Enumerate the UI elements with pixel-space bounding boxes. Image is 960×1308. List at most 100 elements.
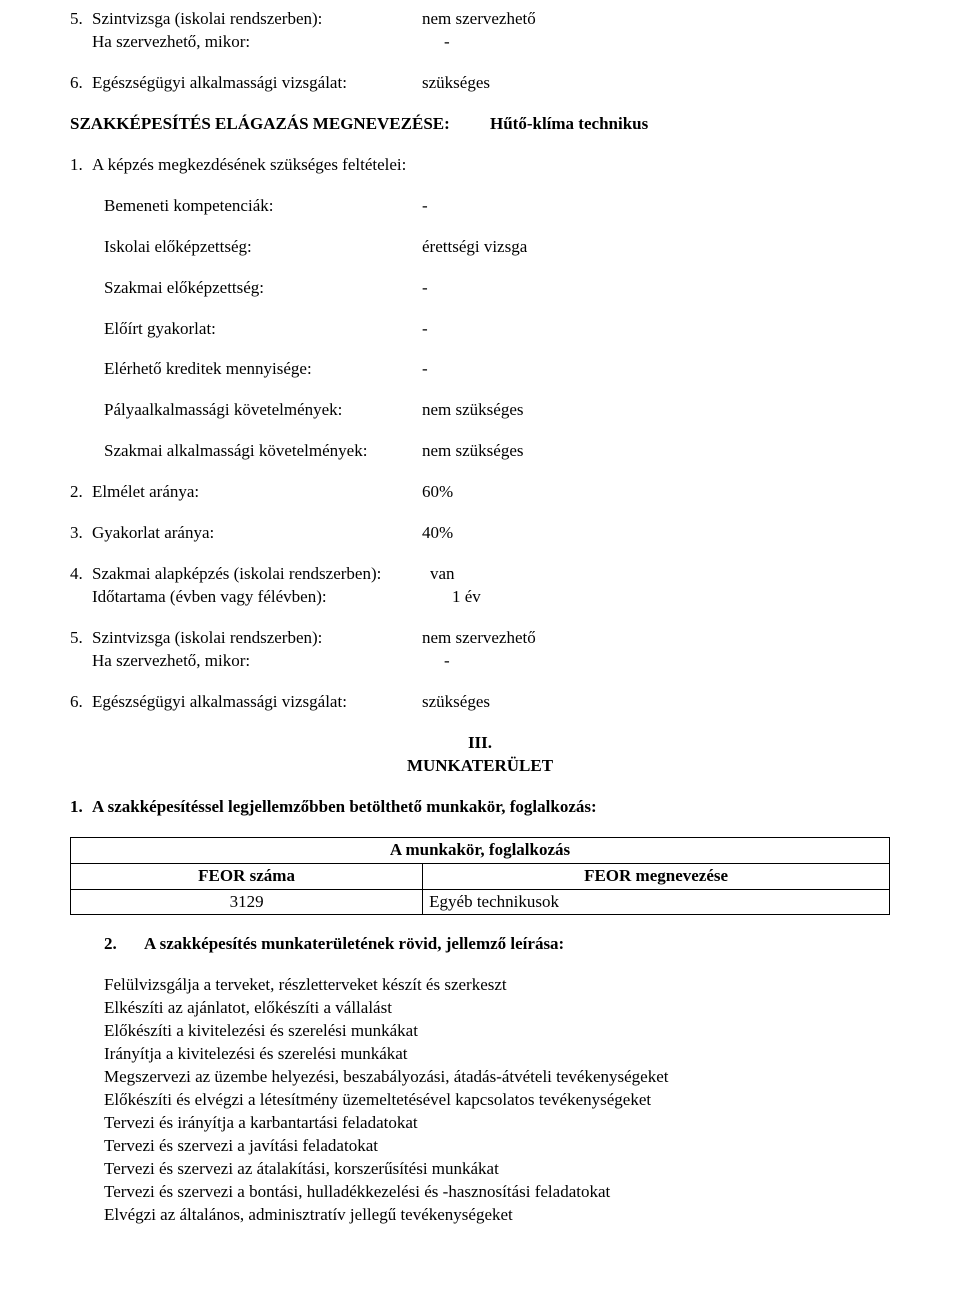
item-6-value: szükséges [422, 72, 490, 95]
item-2-value: 60% [422, 481, 453, 504]
item-1-text: A képzés megkezdésének szükséges feltéte… [92, 155, 406, 174]
mk-1-text: A szakképesítéssel legjellemzőbben betöl… [92, 797, 597, 816]
item-3-text: Gyakorlat aránya: [92, 523, 214, 542]
item-4-sub: Időtartama (évben vagy félévben): 1 év [70, 586, 890, 609]
item-3: 3.Gyakorlat aránya: 40% [70, 522, 890, 545]
req-palya-value: nem szükséges [422, 399, 524, 422]
req-szakmai-label: Szakmai előképzettség: [104, 277, 422, 300]
item-5b-text: Szintvizsga (iskolai rendszerben): [92, 628, 322, 647]
document-page: 5.Szintvizsga (iskolai rendszerben): nem… [0, 0, 960, 1308]
item-5-label: 5.Szintvizsga (iskolai rendszerben): [70, 8, 422, 31]
item-5b-sub: Ha szervezhető, mikor: - [70, 650, 890, 673]
item-5b-num: 5. [70, 627, 92, 650]
requirements-block: Bemeneti kompetenciák: - Iskolai előképz… [70, 195, 890, 464]
desc-line: Tervezi és szervezi az átalakítási, kors… [104, 1158, 890, 1181]
item-1-label: 1.A képzés megkezdésének szükséges felté… [70, 154, 406, 177]
item-3-value: 40% [422, 522, 453, 545]
item-5b: 5.Szintvizsga (iskolai rendszerben): nem… [70, 627, 890, 650]
item-3-num: 3. [70, 522, 92, 545]
feor-table: A munkakör, foglalkozás FEOR száma FEOR … [70, 837, 890, 916]
desc-line: Tervezi és irányítja a karbantartási fel… [104, 1112, 890, 1135]
item-6b-num: 6. [70, 691, 92, 714]
mk-1-label: 1.A szakképesítéssel legjellemzőbben bet… [70, 796, 597, 819]
item-6-text: Egészségügyi alkalmassági vizsgálat: [92, 73, 347, 92]
desc-line: Felülvizsgálja a terveket, részlettervek… [104, 974, 890, 997]
item-6b-value: szükséges [422, 691, 490, 714]
mk-1-num: 1. [70, 796, 92, 819]
item-5-value: nem szervezhető [422, 8, 536, 31]
item-2: 2.Elmélet aránya: 60% [70, 481, 890, 504]
req-kredit: Elérhető kreditek mennyisége: - [104, 358, 890, 381]
item-3-label: 3.Gyakorlat aránya: [70, 522, 422, 545]
item-5: 5.Szintvizsga (iskolai rendszerben): nem… [70, 8, 890, 31]
mk-2: 2.A szakképesítés munkaterületének rövid… [70, 933, 890, 956]
feor-col1-header: FEOR száma [71, 863, 423, 889]
req-iskolai-label: Iskolai előképzettség: [104, 236, 422, 259]
feor-number: 3129 [71, 889, 423, 915]
req-eloirt-label: Előírt gyakorlat: [104, 318, 422, 341]
mk-2-num: 2. [104, 933, 144, 956]
table-row: 3129 Egyéb technikusok [71, 889, 890, 915]
mk-2-text: A szakképesítés munkaterületének rövid, … [144, 934, 564, 953]
desc-line: Megszervezi az üzembe helyezési, beszabá… [104, 1066, 890, 1089]
mk-2-label: 2.A szakképesítés munkaterületének rövid… [104, 933, 564, 956]
mk-1: 1.A szakképesítéssel legjellemzőbben bet… [70, 796, 890, 819]
item-1: 1.A képzés megkezdésének szükséges felté… [70, 154, 890, 177]
req-szakalk-value: nem szükséges [422, 440, 524, 463]
item-4-value: van [430, 563, 455, 586]
item-6b-label: 6.Egészségügyi alkalmassági vizsgálat: [70, 691, 422, 714]
item-1-num: 1. [70, 154, 92, 177]
req-szakmai: Szakmai előképzettség: - [104, 277, 890, 300]
item-4-label: 4.Szakmai alapképzés (iskolai rendszerbe… [70, 563, 430, 586]
item-5b-value: nem szervezhető [422, 627, 536, 650]
item-4-text: Szakmai alapképzés (iskolai rendszerben)… [92, 564, 381, 583]
table-row-caption: A munkakör, foglalkozás [71, 837, 890, 863]
req-kredit-value: - [422, 358, 428, 381]
item-2-text: Elmélet aránya: [92, 482, 199, 501]
item-4-num: 4. [70, 563, 92, 586]
item-6b: 6.Egészségügyi alkalmassági vizsgálat: s… [70, 691, 890, 714]
item-5-sub-value: - [444, 31, 450, 54]
feor-name: Egyéb technikusok [423, 889, 890, 915]
item-6-num: 6. [70, 72, 92, 95]
feor-col2-header: FEOR megnevezése [423, 863, 890, 889]
req-iskolai: Iskolai előképzettség: érettségi vizsga [104, 236, 890, 259]
branch-title: SZAKKÉPESÍTÉS ELÁGAZÁS MEGNEVEZÉSE: [70, 113, 490, 136]
req-iskolai-value: érettségi vizsga [422, 236, 527, 259]
req-eloirt-value: - [422, 318, 428, 341]
feor-caption: A munkakör, foglalkozás [71, 837, 890, 863]
item-5-text: Szintvizsga (iskolai rendszerben): [92, 9, 322, 28]
item-6: 6.Egészségügyi alkalmassági vizsgálat: s… [70, 72, 890, 95]
desc-line: Irányítja a kivitelezési és szerelési mu… [104, 1043, 890, 1066]
item-4: 4.Szakmai alapképzés (iskolai rendszerbe… [70, 563, 890, 586]
branch-heading: SZAKKÉPESÍTÉS ELÁGAZÁS MEGNEVEZÉSE: Hűtő… [70, 113, 890, 136]
req-eloirt: Előírt gyakorlat: - [104, 318, 890, 341]
item-5-num: 5. [70, 8, 92, 31]
req-szakalk: Szakmai alkalmassági követelmények: nem … [104, 440, 890, 463]
req-kredit-label: Elérhető kreditek mennyisége: [104, 358, 422, 381]
item-6-label: 6.Egészségügyi alkalmassági vizsgálat: [70, 72, 422, 95]
item-2-label: 2.Elmélet aránya: [70, 481, 422, 504]
section-3-title: MUNKATERÜLET [70, 755, 890, 778]
item-5b-sub-label: Ha szervezhető, mikor: [70, 650, 444, 673]
req-bemeneti-label: Bemeneti kompetenciák: [104, 195, 422, 218]
table-row-header: FEOR száma FEOR megnevezése [71, 863, 890, 889]
item-5-sub-label: Ha szervezhető, mikor: [70, 31, 444, 54]
item-5b-label: 5.Szintvizsga (iskolai rendszerben): [70, 627, 422, 650]
req-bemeneti-value: - [422, 195, 428, 218]
desc-line: Elvégzi az általános, adminisztratív jel… [104, 1204, 890, 1227]
desc-line: Tervezi és szervezi a javítási feladatok… [104, 1135, 890, 1158]
req-palya-label: Pályaalkalmassági követelmények: [104, 399, 422, 422]
item-2-num: 2. [70, 481, 92, 504]
req-bemeneti: Bemeneti kompetenciák: - [104, 195, 890, 218]
desc-line: Elkészíti az ajánlatot, előkészíti a vál… [104, 997, 890, 1020]
description-list: Felülvizsgálja a terveket, részlettervek… [70, 974, 890, 1226]
item-5b-sub-value: - [444, 650, 450, 673]
desc-line: Előkészíti és elvégzi a létesítmény üzem… [104, 1089, 890, 1112]
desc-line: Előkészíti a kivitelezési és szerelési m… [104, 1020, 890, 1043]
req-szakmai-value: - [422, 277, 428, 300]
desc-line: Tervezi és szervezi a bontási, hulladékk… [104, 1181, 890, 1204]
item-6b-text: Egészségügyi alkalmassági vizsgálat: [92, 692, 347, 711]
item-4-sub-value: 1 év [452, 586, 481, 609]
item-5-sub: Ha szervezhető, mikor: - [70, 31, 890, 54]
